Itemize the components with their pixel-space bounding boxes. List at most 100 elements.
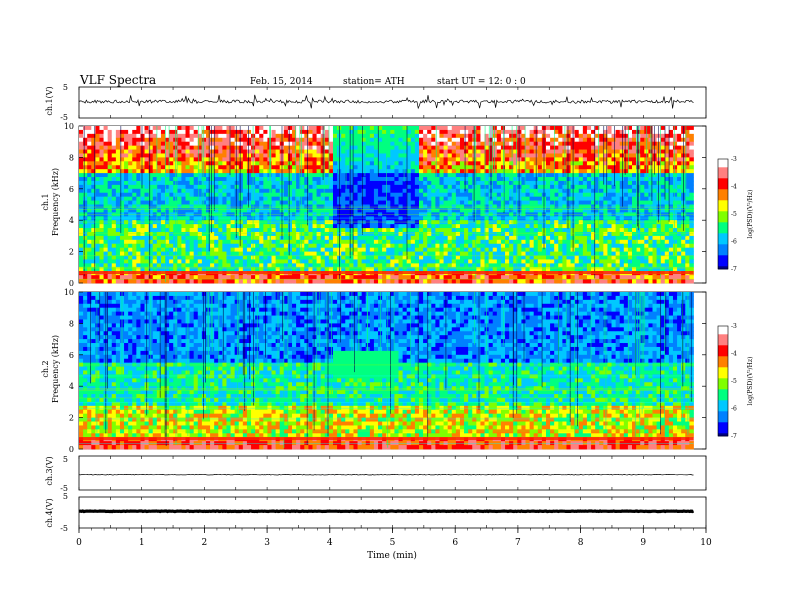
ch1-spectrogram-cell	[128, 231, 133, 237]
ch1-spectrogram-cell	[111, 204, 117, 209]
ch1-spectrogram-cell	[402, 208, 408, 213]
ch1-spectrogram-cell	[566, 149, 571, 154]
ch1-spectrogram-cell	[156, 255, 162, 260]
ch1-spectrogram-cell	[210, 267, 215, 272]
ch1-spectrogram-cell	[119, 196, 125, 201]
ch1-spectrogram-cell	[128, 224, 133, 229]
ch1-spectrogram-cell	[353, 177, 358, 182]
ch1-spectrogram-cell	[283, 126, 289, 131]
ch1-spectrogram-cell	[410, 247, 416, 253]
ch1-spectrogram-cell	[472, 231, 477, 237]
ch1-spectrogram-cell	[222, 251, 227, 256]
ch1-spectrogram-cell	[312, 137, 317, 143]
ch1-spectrogram-cell	[353, 149, 358, 154]
ch1-spectrogram-cell	[169, 247, 174, 253]
ch1-spectrogram-cell	[382, 177, 387, 182]
ch1-spectrogram-cell	[525, 208, 531, 213]
ch1-spectrogram-cell	[554, 200, 559, 205]
ch1-spectrogram-cell	[586, 137, 592, 143]
ch1-spectrogram-cell	[316, 196, 322, 201]
ch1-spectrogram-cell	[210, 169, 215, 174]
ch1-spectrogram-cell	[554, 161, 559, 166]
ch1-spectrogram-cell	[427, 188, 432, 194]
ch1-spectrogram-cell	[173, 263, 178, 268]
ch1-spectrogram-cell	[283, 279, 289, 284]
ch1-spectrogram-cell	[492, 247, 498, 253]
ch1-spectrogram-cell	[83, 255, 88, 260]
ch1-spectrogram-cell	[124, 200, 129, 205]
ch1-spectrogram-cell	[464, 208, 469, 213]
ch1-spectrogram-cell	[316, 275, 322, 280]
ch1-spectrogram-cell	[128, 192, 133, 198]
ch1-spectrogram-cell	[394, 251, 399, 256]
ch1-spectrogram-cell	[484, 255, 490, 260]
ch1-spectrogram-cell	[103, 165, 109, 170]
ch1-spectrogram-cell	[312, 247, 317, 253]
ch1-spectrogram-cell	[353, 239, 358, 245]
ch1-spectrogram-cell	[390, 192, 395, 198]
ch1-spectrogram-cell	[373, 263, 379, 268]
ch1-spectrogram-cell	[160, 153, 166, 158]
ch1-spectrogram-cell	[275, 251, 281, 256]
ch1-spectrogram-cell	[361, 184, 367, 190]
ch1-spectrogram-cell	[324, 235, 330, 241]
ch1-spectrogram-cell	[382, 228, 387, 233]
ch1-spectrogram-cell	[431, 141, 436, 147]
ch1-spectrogram-cell	[181, 200, 186, 205]
ch1-spectrogram-cell	[128, 184, 133, 190]
ch1-spectrogram-cell	[500, 231, 506, 237]
ch1-spectrogram-cell	[443, 204, 449, 209]
ch1-spectrogram-cell	[205, 224, 211, 229]
ch1-spectrogram-cell	[242, 263, 248, 268]
ch1-spectrogram-cell	[386, 161, 391, 166]
ch1-spectrogram-cell	[263, 224, 268, 229]
ch1-spectrogram-cell	[140, 259, 145, 264]
ch1-spectrogram-cell	[521, 224, 526, 229]
ch1-spectrogram-cell	[83, 216, 88, 221]
ch1-spectrogram-cell	[386, 149, 391, 154]
ch1-spectrogram-cell	[115, 231, 121, 237]
ch1-spectrogram-cell	[267, 275, 272, 280]
ch1-spectrogram-cell	[373, 243, 379, 249]
ch1-spectrogram-cell	[521, 204, 526, 209]
ch1-spectrogram-cell	[156, 231, 162, 237]
ch1-spectrogram-cell	[382, 126, 387, 131]
ch1-spectrogram-cell	[234, 137, 240, 143]
ch1-spectrogram-cell	[550, 192, 555, 198]
ch1-spectrogram-cell	[439, 196, 444, 201]
ch1-spectrogram-cell	[419, 204, 424, 209]
ch1-spectrogram-cell	[275, 235, 281, 241]
ch1-spectrogram-cell	[160, 126, 166, 131]
ch1-spectrogram-cell	[353, 169, 358, 174]
ch1-spectrogram-cell	[132, 192, 137, 198]
ch1-spectrogram-cell	[156, 224, 162, 229]
ch1-spectrogram-cell	[566, 224, 571, 229]
ch1-spectrogram-cell	[402, 239, 408, 245]
ch1-spectrogram-cell	[230, 243, 236, 249]
ch1-spectrogram-cell	[275, 192, 281, 198]
ch1-spectrogram-cell	[529, 188, 535, 194]
ch1-spectrogram-cell	[505, 180, 510, 186]
ch1-spectrogram-cell	[300, 235, 305, 241]
ch1-spectrogram-cell	[517, 231, 522, 237]
ch1-spectrogram-cell	[83, 137, 88, 143]
ch1-spectrogram-cell	[83, 177, 88, 182]
ch1-spectrogram-cell	[111, 224, 117, 229]
ch1-spectrogram-cell	[300, 177, 305, 182]
ch1-spectrogram-cell	[505, 126, 510, 131]
ch1-spectrogram-cell	[361, 208, 367, 213]
ch1-spectrogram-cell	[169, 231, 174, 237]
ch1-spectrogram-cell	[119, 188, 125, 194]
ch1-spectrogram-cell	[468, 204, 473, 209]
ch1-spectrogram-cell	[386, 192, 391, 198]
ch1-spectrogram-cell	[296, 267, 301, 272]
ch1-spectrogram-cell	[509, 188, 514, 194]
ch1-spectrogram-cell	[410, 133, 416, 139]
ch1-spectrogram-cell	[328, 192, 334, 198]
ch1-spectrogram-cell	[218, 231, 223, 237]
ch1-spectrogram-cell	[435, 184, 440, 190]
ch1-spectrogram-cell	[558, 145, 563, 150]
ch1-spectrogram-cell	[451, 216, 457, 221]
